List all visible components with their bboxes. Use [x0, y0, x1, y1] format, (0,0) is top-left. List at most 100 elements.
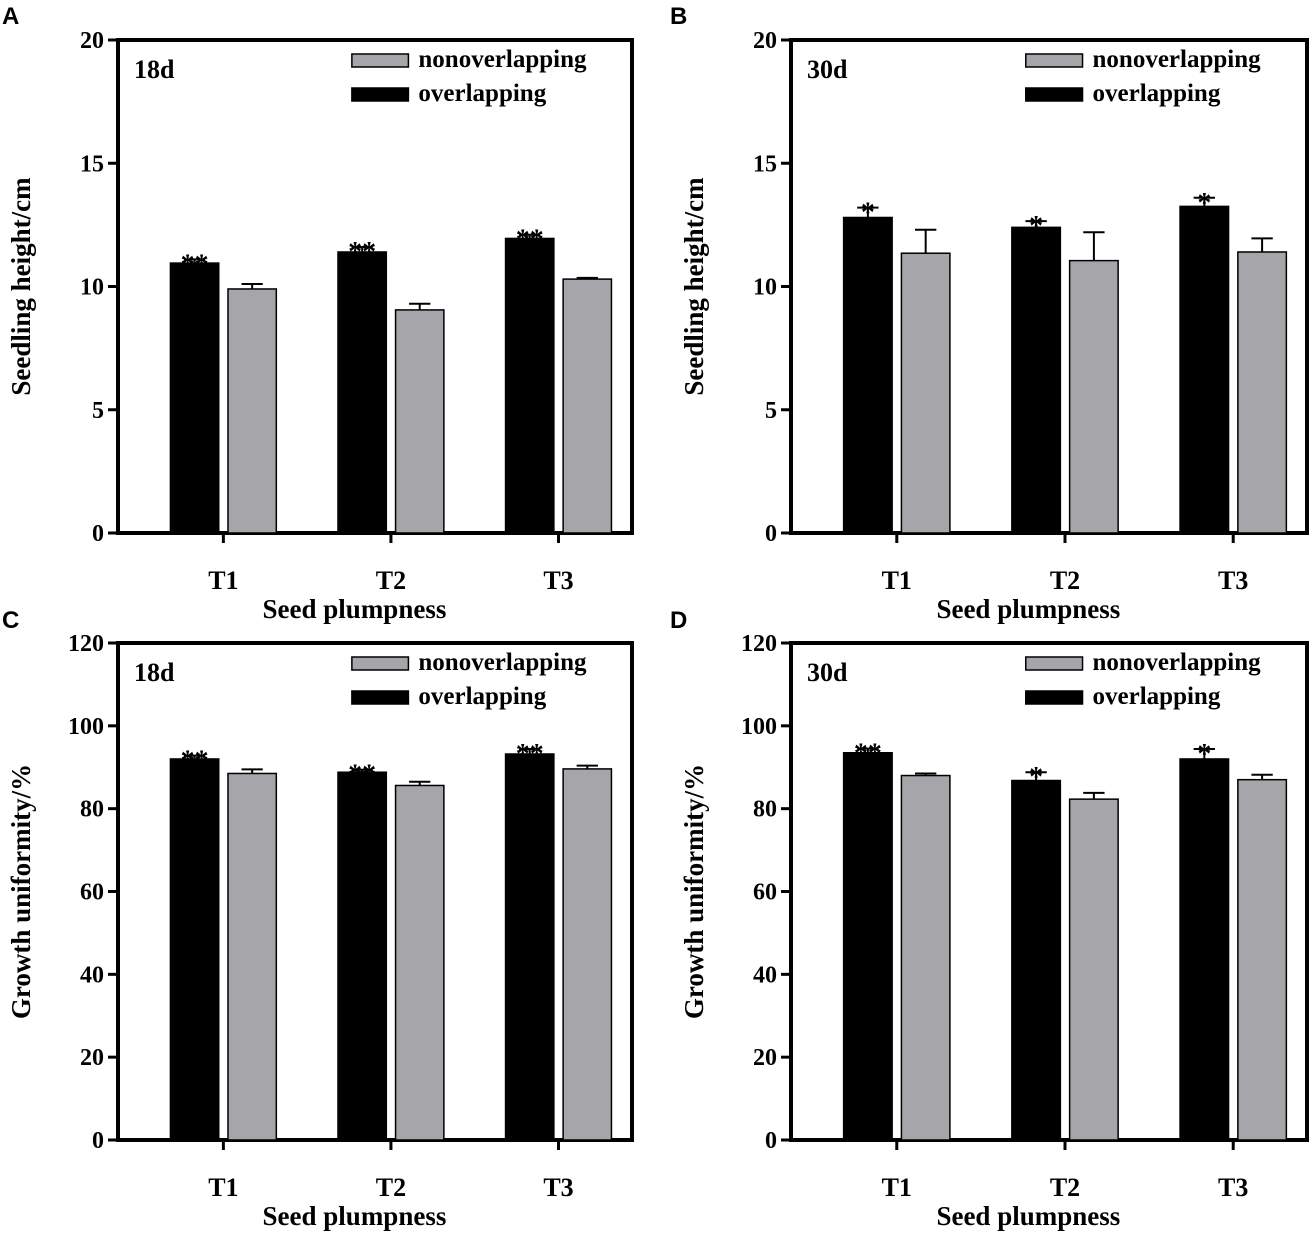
significance-label: **	[348, 760, 376, 791]
significance-label: *	[1029, 762, 1043, 793]
day-annotation: 18d	[134, 55, 175, 84]
bar-overlapping-T1	[169, 758, 220, 1141]
bar-overlapping-T3	[1179, 758, 1230, 1141]
bar-nonoverlapping-T1	[900, 252, 951, 534]
bar-overlapping-T2	[337, 771, 388, 1141]
significance-label: *	[1197, 739, 1211, 770]
bar-nonoverlapping-T1	[900, 774, 951, 1141]
y-tick-label: 0	[765, 521, 777, 547]
legend-label-overlapping: overlapping	[1093, 80, 1221, 107]
bar-overlapping-T3	[504, 237, 555, 534]
x-tick-label: T2	[1050, 1173, 1080, 1202]
x-axis-title: Seed plumpness	[936, 594, 1120, 624]
y-tick-label: 100	[68, 714, 104, 740]
legend-swatch-nonoverlapping	[1025, 53, 1084, 68]
significance-label: **	[854, 739, 882, 770]
y-tick-label: 80	[80, 797, 104, 823]
bar-nonoverlapping-T3	[562, 768, 613, 1141]
y-tick-label: 5	[92, 398, 104, 424]
day-annotation: 18d	[134, 658, 175, 687]
bar-overlapping-T1	[842, 752, 893, 1141]
legend-label-nonoverlapping: nonoverlapping	[418, 46, 587, 73]
bar-nonoverlapping-T2	[1068, 798, 1119, 1141]
legend-swatch-overlapping	[351, 87, 410, 102]
y-axis-title: Growth uniformity/%	[6, 764, 36, 1019]
x-tick-label: T2	[376, 566, 406, 595]
legend-label-nonoverlapping: nonoverlapping	[1093, 649, 1262, 676]
legend-label-overlapping: overlapping	[1093, 683, 1221, 710]
y-tick-label: 100	[741, 714, 777, 740]
y-axis-title: Growth uniformity/%	[679, 764, 709, 1019]
bar-overlapping-T3	[504, 753, 555, 1141]
bar-nonoverlapping-T1	[227, 288, 278, 534]
y-tick-label: 5	[765, 398, 777, 424]
y-tick-label: 20	[753, 1045, 777, 1071]
x-tick-label: T1	[882, 1173, 912, 1202]
legend-swatch-nonoverlapping	[351, 53, 410, 68]
y-tick-label: 20	[80, 1045, 104, 1071]
x-tick-label: T2	[1050, 566, 1080, 595]
y-tick-label: 20	[753, 28, 777, 54]
y-tick-label: 15	[80, 151, 104, 177]
x-tick-label: T3	[1218, 566, 1248, 595]
bar-nonoverlapping-T3	[1237, 778, 1288, 1141]
y-tick-label: 40	[753, 962, 777, 988]
x-tick-label: T3	[543, 1173, 573, 1202]
legend-label-overlapping: overlapping	[418, 80, 546, 107]
y-tick-label: 120	[68, 631, 104, 657]
bar-overlapping-T2	[337, 251, 388, 534]
x-tick-label: T1	[208, 566, 238, 595]
significance-label: *	[1029, 211, 1043, 242]
y-tick-label: 60	[80, 880, 104, 906]
bar-overlapping-T2	[1011, 226, 1062, 534]
x-axis-title: Seed plumpness	[263, 594, 447, 624]
x-axis-title: Seed plumpness	[263, 1201, 447, 1231]
legend-label-nonoverlapping: nonoverlapping	[418, 649, 587, 676]
legend-swatch-nonoverlapping	[1025, 656, 1084, 671]
legend-label-overlapping: overlapping	[418, 683, 546, 710]
legend-swatch-overlapping	[1025, 87, 1084, 102]
significance-label: *	[861, 198, 875, 229]
bar-nonoverlapping-T2	[394, 309, 445, 534]
y-tick-label: 60	[753, 880, 777, 906]
y-axis-title: Seedling height/cm	[679, 177, 709, 396]
bar-overlapping-T1	[169, 262, 220, 534]
panel-letter: C	[2, 607, 19, 634]
x-tick-label: T3	[1218, 1173, 1248, 1202]
significance-label: **	[181, 249, 209, 280]
significance-label: **	[348, 237, 376, 268]
significance-label: **	[516, 225, 544, 256]
panel-C: C 0 20 40 60 80 100 120 Growth uniformity/% T1 ** T…	[2, 607, 634, 1231]
panel-letter: A	[2, 3, 19, 30]
significance-label: *	[1197, 188, 1211, 219]
y-tick-label: 0	[92, 1128, 104, 1154]
y-tick-label: 10	[753, 275, 777, 301]
bar-overlapping-T2	[1011, 779, 1062, 1141]
y-tick-label: 80	[753, 797, 777, 823]
x-tick-label: T3	[543, 566, 573, 595]
legend-swatch-overlapping	[1025, 690, 1084, 705]
y-tick-label: 0	[92, 521, 104, 547]
y-tick-label: 40	[80, 962, 104, 988]
bar-nonoverlapping-T3	[562, 278, 613, 534]
y-tick-label: 120	[741, 631, 777, 657]
day-annotation: 30d	[807, 658, 848, 687]
x-tick-label: T1	[208, 1173, 238, 1202]
bar-overlapping-T3	[1179, 205, 1230, 534]
bar-nonoverlapping-T2	[394, 784, 445, 1141]
y-axis-title: Seedling height/cm	[6, 177, 36, 396]
legend-label-nonoverlapping: nonoverlapping	[1093, 46, 1262, 73]
y-tick-label: 15	[753, 151, 777, 177]
bar-overlapping-T1	[842, 216, 893, 534]
bar-nonoverlapping-T1	[227, 772, 278, 1141]
y-tick-label: 20	[80, 28, 104, 54]
bar-nonoverlapping-T3	[1237, 251, 1288, 534]
panel-A: A 0 5 10 15 20 Seedling height/cm T1 ** T2 ** T3 ** S…	[2, 3, 634, 624]
significance-label: **	[181, 746, 209, 777]
x-tick-label: T2	[376, 1173, 406, 1202]
y-tick-label: 10	[80, 275, 104, 301]
significance-label: **	[516, 739, 544, 770]
y-tick-label: 0	[765, 1128, 777, 1154]
